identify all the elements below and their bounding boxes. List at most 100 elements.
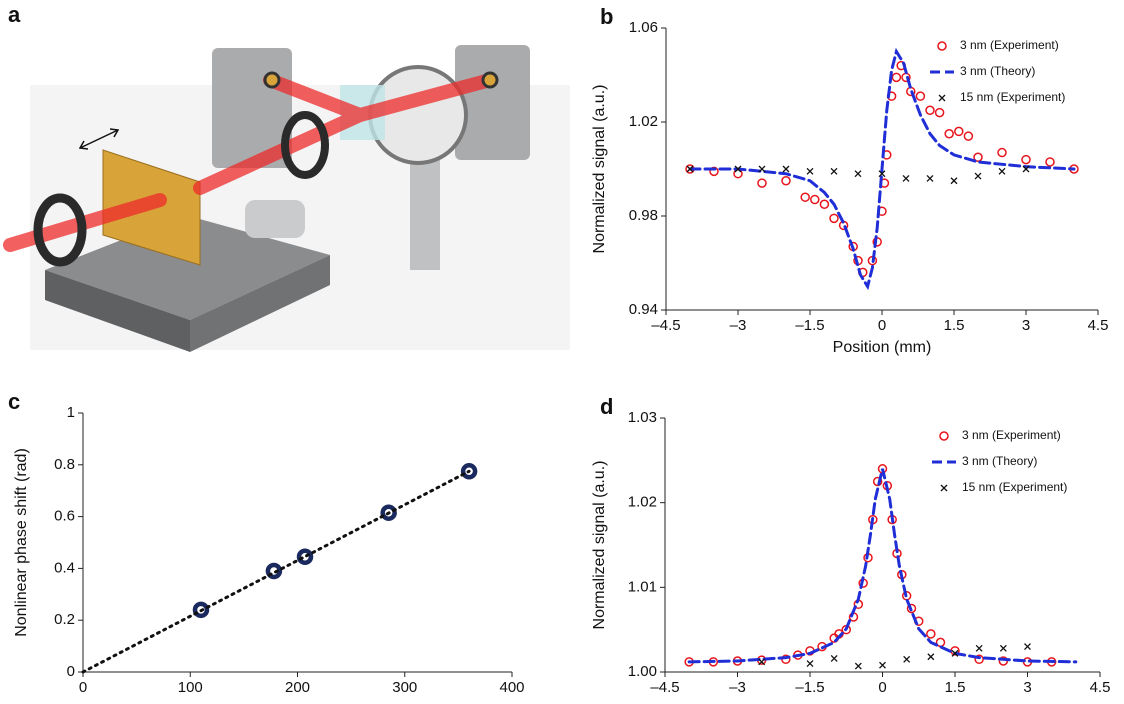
data-point [757,178,767,188]
translation-arrow [78,128,120,150]
data-point [830,167,838,175]
data-point [872,476,883,487]
y-tick-label: 0.98 [629,207,658,224]
data-point [854,662,862,670]
y-axis-label: Normalized signal (a.u.) [591,461,608,630]
series-line [81,469,471,674]
data-point [296,548,314,565]
data-point [934,107,945,118]
data-point [800,192,810,202]
data-point [781,176,791,186]
data-point [951,649,959,657]
chart-panel: b 0.94 0.98 1.02 1.06 –4.5 –3 –1.5 0 1.5 3 4.5 Posit… [591,4,1108,356]
data-point [819,199,830,209]
data-point [915,91,926,101]
x-tick-label: 100 [178,679,203,696]
x-tick-label: 0 [878,317,886,334]
legend-swatch [937,41,947,51]
data-point [926,174,934,182]
x-tick-label: –1.5 [795,317,824,334]
x-tick-label: 200 [285,679,310,696]
y-tick-label: 1.01 [628,578,657,595]
y-tick-label: 1 [67,404,75,421]
data-point [954,126,964,137]
legend-label: 3 nm (Experiment) [960,38,1059,52]
data-point [1045,157,1055,167]
legend-label: 15 nm (Experiment) [962,480,1067,494]
x-tick-label: 3 [1022,317,1030,334]
x-tick-label: 3 [1023,679,1031,696]
x-tick-label: 4.5 [1088,317,1109,334]
panel-label: b [600,4,613,29]
detector-mount-right [455,45,530,160]
series-line [687,468,1078,664]
data-point [806,660,814,667]
y-tick-label: 1.00 [628,663,657,680]
data-point [927,653,935,661]
data-point [975,644,983,652]
y-tick-label: 1.06 [629,19,658,36]
data-point [806,167,814,175]
chart-panel: c00.20.40.60.810100200300400Power (mW)No… [8,389,525,704]
legend-swatch [938,94,946,102]
y-tick-label: 0.8 [54,456,75,473]
data-point [926,629,936,639]
legend-label: 3 nm (Theory) [962,454,1037,468]
y-tick-label: 1.03 [628,409,657,426]
data-point [829,213,839,224]
x-tick-label: –3 [730,317,747,334]
x-tick-label: 1.5 [945,679,966,696]
data-point [1024,643,1031,651]
x-tick-label: 0 [79,679,87,696]
y-tick-label: 1.02 [629,113,658,130]
data-point [974,172,982,180]
data-point [854,170,862,178]
data-point [891,72,902,83]
data-point [963,131,974,141]
y-tick-label: 1.02 [628,494,657,511]
lens-ring [281,111,329,179]
y-tick-label: 0 [67,663,75,680]
detector-aperture [263,71,281,89]
y-tick-label: 0.94 [629,301,658,318]
y-axis-label: Normalized signal (a.u.) [591,85,608,254]
y-axis-label: Nonlinear phase shift (rad) [13,448,30,637]
data-point [830,654,838,662]
legend-swatch [939,431,949,441]
data-point [686,165,694,173]
x-tick-label: 300 [392,679,417,696]
y-tick-label: 0.4 [54,559,75,576]
panel-label: a [8,2,21,27]
panel-label: d [600,394,613,419]
data-point [950,177,958,185]
panel-label: c [8,389,20,414]
micrometer [245,200,305,238]
series-line [688,47,1076,291]
legend-label: 3 nm (Theory) [960,64,1035,78]
y-tick-label: 0.6 [54,508,75,525]
data-point [782,165,790,173]
data-point [973,152,983,162]
x-tick-label: 400 [499,679,524,696]
stage-front [45,270,190,352]
data-point [810,194,820,205]
legend-label: 15 nm (Experiment) [960,90,1065,104]
data-point [925,105,935,115]
x-tick-label: –1.5 [795,679,824,696]
lens-ring [33,193,87,267]
data-point [758,165,766,173]
chart-panel: d1.001.011.021.03–4.5–3–1.501.534.5Posit… [591,394,1110,704]
data-point [974,654,984,665]
data-point [878,170,886,178]
x-tick-label: 0 [878,679,886,696]
stage-side [190,255,330,352]
x-tick-label: –4.5 [650,679,679,696]
legend-swatch [940,484,948,492]
data-point [997,147,1007,158]
stage-top [45,215,330,320]
y-tick-label: 0.2 [54,611,75,628]
data-point [944,129,954,139]
data-point [998,167,1006,175]
